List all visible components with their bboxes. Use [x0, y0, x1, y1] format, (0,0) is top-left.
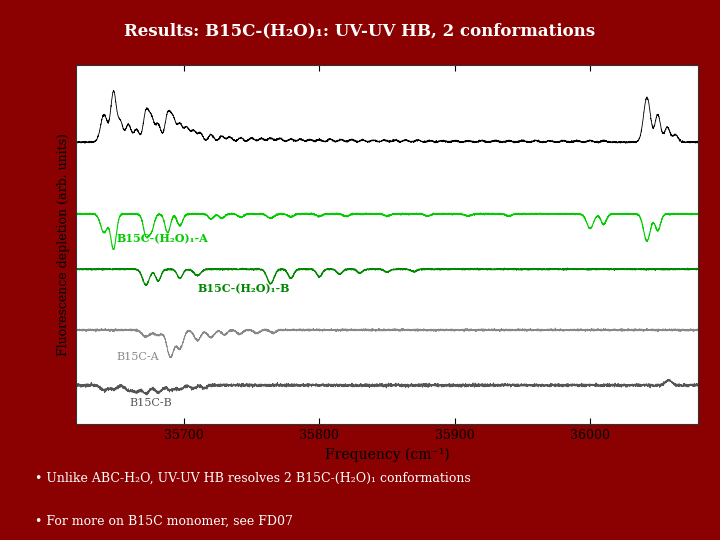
- Text: B15C-(H₂O)₁-B: B15C-(H₂O)₁-B: [197, 284, 290, 294]
- Text: B15C-A: B15C-A: [116, 353, 159, 362]
- Text: B15C-(H₂O)₁-A: B15C-(H₂O)₁-A: [116, 234, 208, 245]
- Text: B15C-B: B15C-B: [130, 398, 173, 408]
- Text: • Unlike ABC-H₂O, UV-UV HB resolves 2 B15C-(H₂O)₁ conformations: • Unlike ABC-H₂O, UV-UV HB resolves 2 B1…: [35, 471, 471, 484]
- Y-axis label: Fluorescence depletion (arb. units): Fluorescence depletion (arb. units): [57, 133, 70, 356]
- Text: • For more on B15C monomer, see FD07: • For more on B15C monomer, see FD07: [35, 515, 293, 528]
- Text: Results: B15C-(H₂O)₁: UV-UV HB, 2 conformations: Results: B15C-(H₂O)₁: UV-UV HB, 2 confor…: [125, 23, 595, 39]
- X-axis label: Frequency (cm⁻¹): Frequency (cm⁻¹): [325, 447, 449, 462]
